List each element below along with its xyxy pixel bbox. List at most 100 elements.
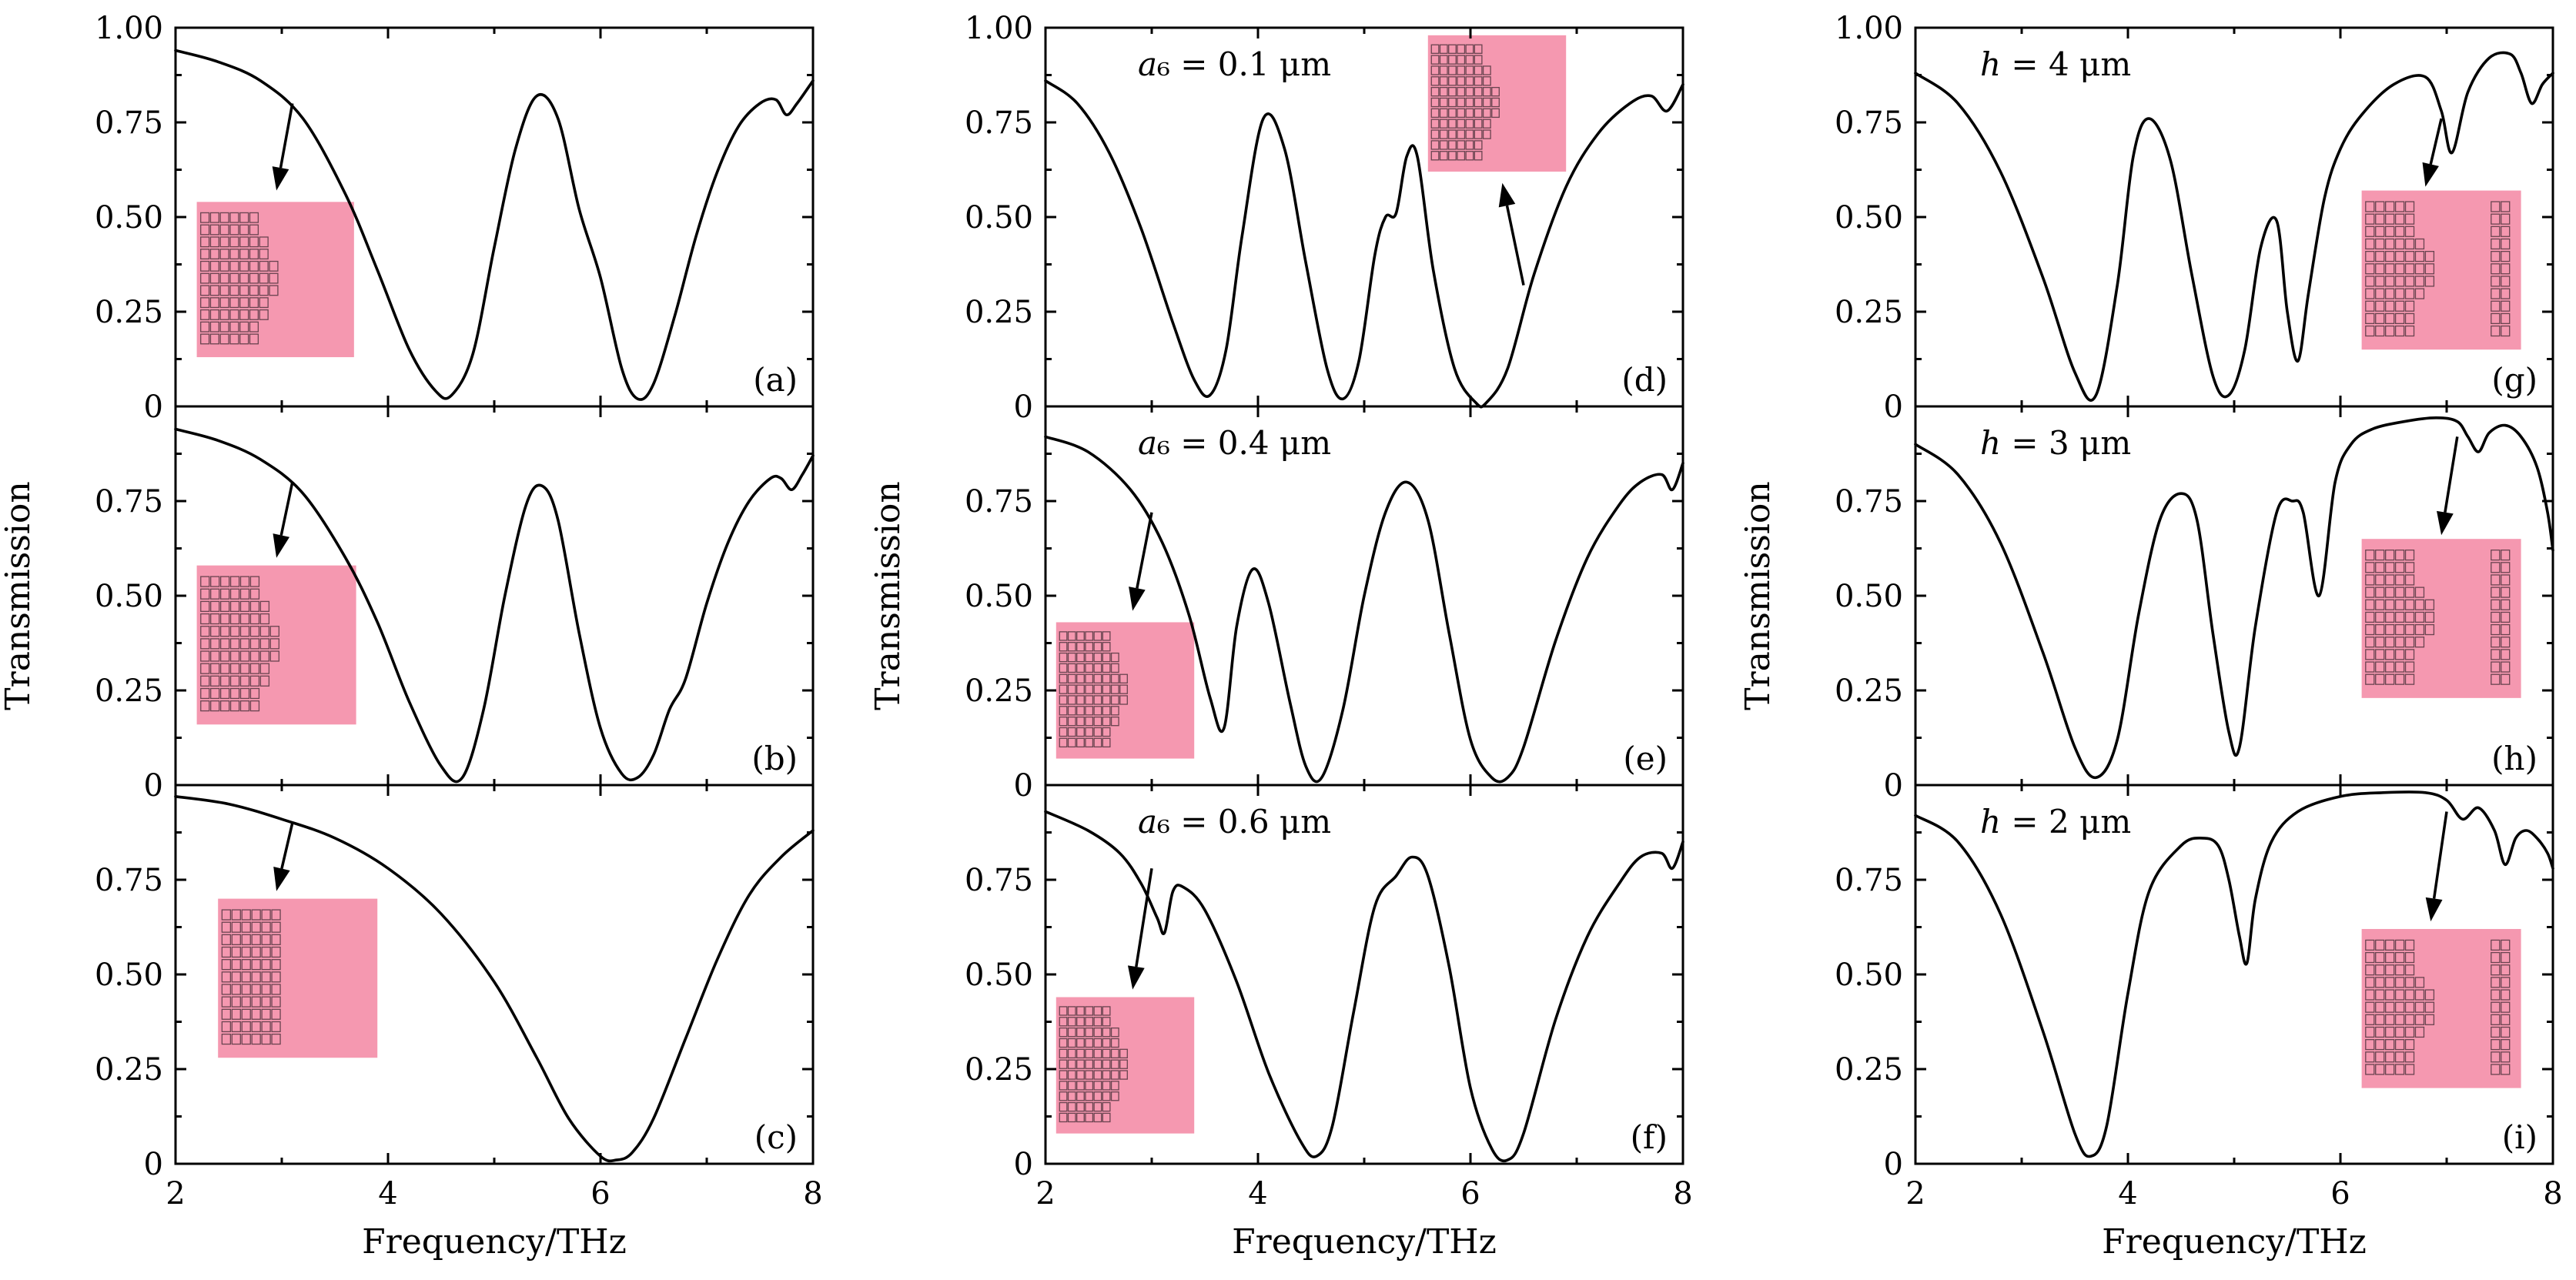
inset-cell [239, 272, 249, 284]
inset-cell [2384, 611, 2395, 623]
inset-cell [2384, 1064, 2395, 1075]
inset-cell [239, 236, 249, 248]
inset-cell [239, 260, 249, 272]
inset-cell [200, 285, 210, 296]
inset-cell [2394, 611, 2405, 623]
x-tick-label: 6 [2330, 1176, 2350, 1211]
inset-cell [2404, 288, 2415, 299]
panel-i: 0.75 0.50 0.25 02 4 6 8(i) h = 2 μm Frequency/TH… [1835, 784, 2563, 1262]
inset-cell [200, 687, 210, 700]
inset-cell [221, 909, 232, 921]
inset-cell [1067, 1038, 1076, 1048]
inset-cell [2501, 1064, 2511, 1075]
inset-cell [239, 212, 249, 223]
inset-cell [2394, 964, 2405, 976]
parameter-symbol: h [1980, 45, 2001, 83]
inset-cell [1102, 1006, 1111, 1016]
inset-cell [2491, 574, 2501, 586]
inset-cell [259, 309, 269, 320]
inset-cell [2491, 1014, 2501, 1025]
inset-cell [1448, 119, 1457, 129]
inset-cell [1430, 55, 1440, 65]
inset-cell [2404, 1039, 2415, 1051]
inset-cell [1430, 65, 1440, 75]
inset-cell [2491, 226, 2501, 237]
inset-cell [2404, 964, 2415, 976]
inset-cell [241, 1033, 251, 1045]
y-tick-label: 0 [144, 1147, 163, 1182]
inset-cell [2384, 300, 2395, 312]
y-tick-label: 0.75 [95, 105, 163, 141]
arrow-line [2444, 436, 2459, 513]
inset-structure-image [1055, 622, 1195, 759]
inset-cell [1110, 684, 1119, 694]
inset-cell [1093, 652, 1102, 663]
inset-cell [2404, 587, 2415, 598]
inset-cell [1067, 663, 1076, 673]
inset-cell [239, 588, 250, 600]
panel-g: 1.00 0.75 0.50 0.25 0 (g) h = 4 μm [1835, 11, 2554, 425]
inset-cell [1439, 65, 1448, 75]
panel-label: (d) [1621, 361, 1668, 399]
inset-cell [2491, 1026, 2501, 1038]
inset-cell [2384, 661, 2395, 673]
inset-cell [1465, 129, 1474, 139]
inset-cell [1439, 129, 1448, 139]
inset-cell [2501, 263, 2511, 275]
inset-cell [1474, 76, 1483, 86]
inset-cell [2501, 201, 2511, 212]
inset-cell [239, 576, 250, 587]
inset-cell [2394, 623, 2405, 636]
inset-cell [200, 321, 210, 333]
inset-cell [2404, 1064, 2415, 1075]
inset-cell [1093, 1006, 1102, 1016]
inset-cell [1067, 684, 1076, 694]
inset-cell [2394, 300, 2405, 312]
inset-cell [200, 212, 210, 223]
inset-cell [2414, 623, 2425, 636]
inset-cell [251, 971, 261, 983]
inset-cell [229, 272, 239, 284]
inset-cell [241, 934, 251, 945]
arrowhead-icon [2425, 897, 2443, 922]
inset-cell [2501, 325, 2511, 337]
inset-cell [1085, 1059, 1094, 1069]
inset-cell [200, 626, 210, 637]
inset-cell [2394, 989, 2405, 1001]
inset-cell [2414, 1001, 2425, 1013]
inset-cell [1457, 151, 1466, 161]
inset-cell [2414, 263, 2425, 275]
inset-cell [221, 1033, 232, 1045]
transmission-curve [1914, 416, 2554, 780]
inset-cell [1085, 1027, 1094, 1038]
inset-cell [2365, 276, 2375, 287]
inset-cell [269, 650, 279, 662]
inset-cell [229, 613, 240, 625]
inset-cell [1085, 727, 1094, 737]
inset-cell [200, 297, 210, 309]
inset-cell [239, 224, 249, 236]
inset-cell [231, 971, 241, 983]
inset-cell [210, 576, 220, 587]
inset-cell [1102, 1081, 1111, 1091]
inset-cell [2491, 587, 2501, 598]
inset-cell [1482, 97, 1491, 108]
arrowhead-icon [2422, 162, 2439, 187]
inset-cell [2404, 977, 2415, 988]
inset-cell [2375, 1026, 2385, 1038]
inset-cell [1093, 684, 1102, 694]
inset-cell [1110, 1048, 1119, 1059]
inset-cell [219, 663, 230, 674]
inset-cell [219, 285, 229, 296]
inset-cell [229, 588, 240, 600]
inset-cell [239, 700, 250, 712]
y-tick-label: 0 [1014, 768, 1033, 804]
inset-cell [231, 959, 241, 971]
transmission-curve [174, 48, 815, 401]
inset-cell [219, 236, 229, 248]
inset-cell [221, 1021, 232, 1033]
inset-cell [239, 600, 250, 612]
inset-cell [261, 946, 271, 958]
inset-cell [1059, 1017, 1068, 1027]
